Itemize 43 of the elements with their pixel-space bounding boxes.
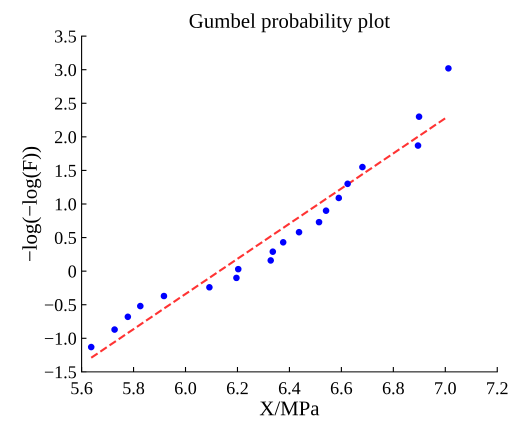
point [137,302,144,310]
x-tick-label: 6.6 [330,382,352,394]
y-tick-label: −1.0 [44,332,76,345]
x-tick-label: 6.4 [278,382,300,394]
x-tick-label: 7.2 [487,382,508,394]
point [414,142,422,149]
point [445,65,452,72]
y-tick-label: 1.0 [56,198,76,211]
y-tick-label: 2.5 [54,98,76,110]
x-axis-title: X/MPa [260,401,320,416]
x-tick-label: 6.8 [382,382,404,394]
point [124,314,132,320]
point [234,266,242,272]
chart-title: Gumbel probability plot [190,13,390,32]
point [322,207,330,214]
point [270,248,276,255]
point [233,274,240,282]
point [111,326,118,333]
x-tick-label: 5.6 [71,382,92,394]
y-tick-label: 0.5 [54,232,76,244]
point [280,238,286,246]
point [160,292,168,300]
y-tick-label: −1.5 [44,366,76,378]
point [416,113,422,120]
y-tick-label: 3.5 [55,30,76,43]
point [267,257,274,264]
y-tick-label: 2.0 [54,131,76,144]
y-tick-label: 3.0 [55,64,76,76]
point [344,180,351,188]
x-tick-label: 6.0 [175,382,196,394]
point [296,228,302,236]
y-tick-label: 1.5 [56,164,76,177]
point [88,344,95,350]
y-tick-label: −0.5 [44,298,76,312]
x-tick-label: 5.8 [123,382,144,394]
point [206,284,213,291]
y-tick-label: 0 [68,265,76,278]
x-tick-label: 6.2 [226,382,248,394]
x-tick-label: 7.0 [435,382,456,394]
y-axis-title: −log(−log(F)) [22,146,42,261]
point [335,194,342,202]
point [359,164,366,170]
point [316,218,322,226]
